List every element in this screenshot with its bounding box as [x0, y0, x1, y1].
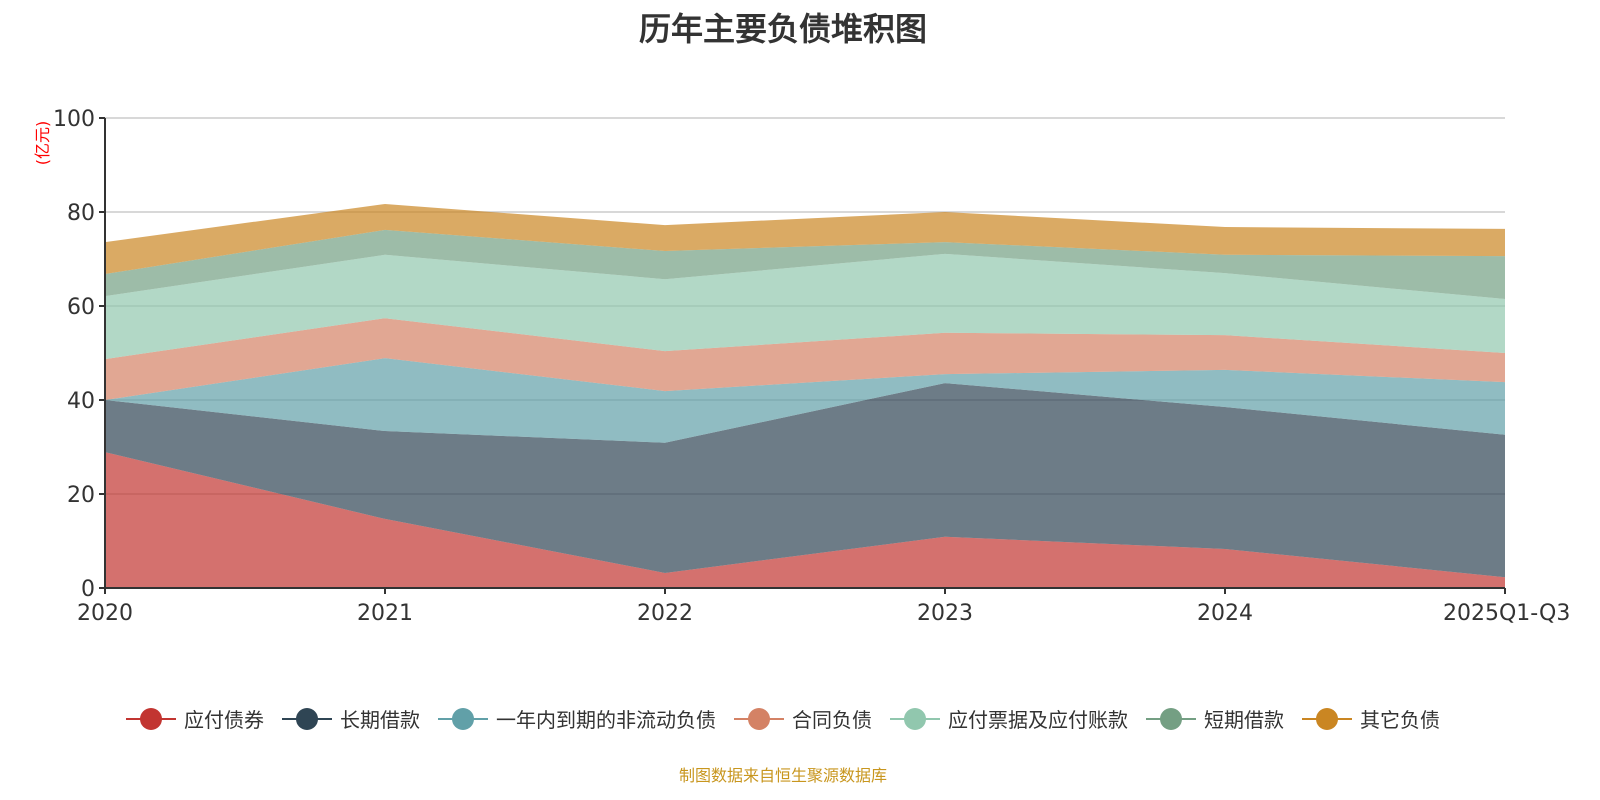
legend-circle-icon [1146, 705, 1196, 733]
legend-circle-icon [890, 705, 940, 733]
legend-circle-icon [282, 705, 332, 733]
legend-circle-icon [438, 705, 488, 733]
x-tick-label: 2024 [1197, 601, 1253, 626]
area-series-2[interactable] [105, 358, 1505, 443]
chart-title: 历年主要负债堆积图 [638, 10, 927, 48]
stacked-area-chart: 0 20 40 60 80 100 2020 2021 2022 2023 2024 2025Q1-Q… [33, 107, 1570, 626]
legend-label: 短期借款 [1204, 708, 1284, 732]
area-series-0[interactable] [105, 452, 1505, 588]
y-axis-unit-label: (亿元) [33, 121, 52, 166]
area-series-1[interactable] [105, 383, 1505, 578]
x-tick-label: 2022 [637, 601, 693, 626]
x-tick-label: 2023 [917, 601, 973, 626]
axes: 0 20 40 60 80 100 2020 2021 2022 2023 2024 2025Q1-Q… [53, 107, 1570, 626]
x-tick-label: 2021 [357, 601, 413, 626]
legend-item-4[interactable]: 应付票据及应付账款 [890, 704, 1128, 733]
y-tick-label: 0 [81, 577, 95, 602]
x-tick-label: 2020 [77, 601, 133, 626]
x-tick-label: 2025Q1-Q3 [1443, 601, 1570, 626]
legend-circle-icon [734, 705, 784, 733]
legend: 应付债券 长期借款 一年内到期的非流动负债 合同负债 应付票据及应付账款 短期借款 其它负债 [0, 704, 1566, 733]
area-series [105, 204, 1505, 588]
area-series-5[interactable] [105, 229, 1505, 299]
legend-item-3[interactable]: 合同负债 [734, 704, 872, 733]
legend-label: 应付债券 [184, 708, 264, 732]
legend-circle-icon [126, 705, 176, 733]
legend-item-6[interactable]: 其它负债 [1302, 704, 1440, 733]
y-tick-label: 60 [67, 295, 95, 320]
y-tick-label: 100 [53, 107, 95, 132]
legend-label: 其它负债 [1360, 708, 1440, 732]
area-series-4[interactable] [105, 253, 1505, 360]
y-tick-label: 20 [67, 483, 95, 508]
legend-item-2[interactable]: 一年内到期的非流动负债 [438, 704, 716, 733]
legend-label: 应付票据及应付账款 [948, 708, 1128, 732]
y-tick-label: 40 [67, 389, 95, 414]
area-series-6[interactable] [105, 204, 1505, 275]
area-series-3[interactable] [105, 318, 1505, 400]
source-note: 制图数据来自恒生聚源数据库 [678, 766, 887, 785]
legend-item-0[interactable]: 应付债券 [126, 704, 264, 733]
y-tick-label: 80 [67, 201, 95, 226]
legend-label: 一年内到期的非流动负债 [496, 708, 716, 732]
legend-label: 合同负债 [792, 708, 872, 732]
legend-label: 长期借款 [340, 708, 420, 732]
legend-item-1[interactable]: 长期借款 [282, 704, 420, 733]
legend-circle-icon [1302, 705, 1352, 733]
legend-item-5[interactable]: 短期借款 [1146, 704, 1284, 733]
